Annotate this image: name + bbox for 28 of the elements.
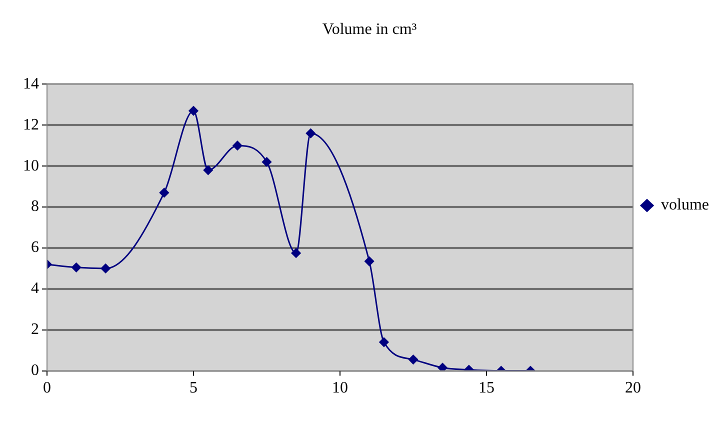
x-tick-label: 15 (478, 380, 495, 397)
y-tick-label: 0 (31, 362, 39, 380)
point (379, 337, 389, 347)
x-tick-label: 5 (190, 380, 198, 397)
y-tick-label: 4 (31, 280, 39, 298)
point (408, 354, 418, 364)
point (438, 362, 448, 371)
point (364, 256, 374, 266)
y-tick-label: 12 (23, 116, 39, 134)
y-tick-label: 6 (31, 239, 39, 256)
point (159, 188, 169, 198)
point (100, 264, 110, 274)
x-tick-label: 20 (625, 380, 642, 397)
point (188, 106, 198, 116)
y-tick-label: 2 (31, 321, 39, 338)
point (232, 140, 242, 150)
y-tick-label: 8 (31, 198, 39, 216)
point (203, 165, 213, 175)
y-tick-label: 14 (23, 75, 39, 92)
point (72, 262, 82, 272)
chart-title: Volume in cm³ (322, 20, 417, 38)
x-tick-label: 10 (332, 380, 348, 397)
point (306, 128, 316, 138)
x-tick-label: 0 (43, 380, 51, 397)
y-tick-label: 10 (23, 157, 39, 174)
point (262, 157, 272, 167)
point (291, 248, 301, 258)
legend-label: volume (661, 196, 710, 214)
